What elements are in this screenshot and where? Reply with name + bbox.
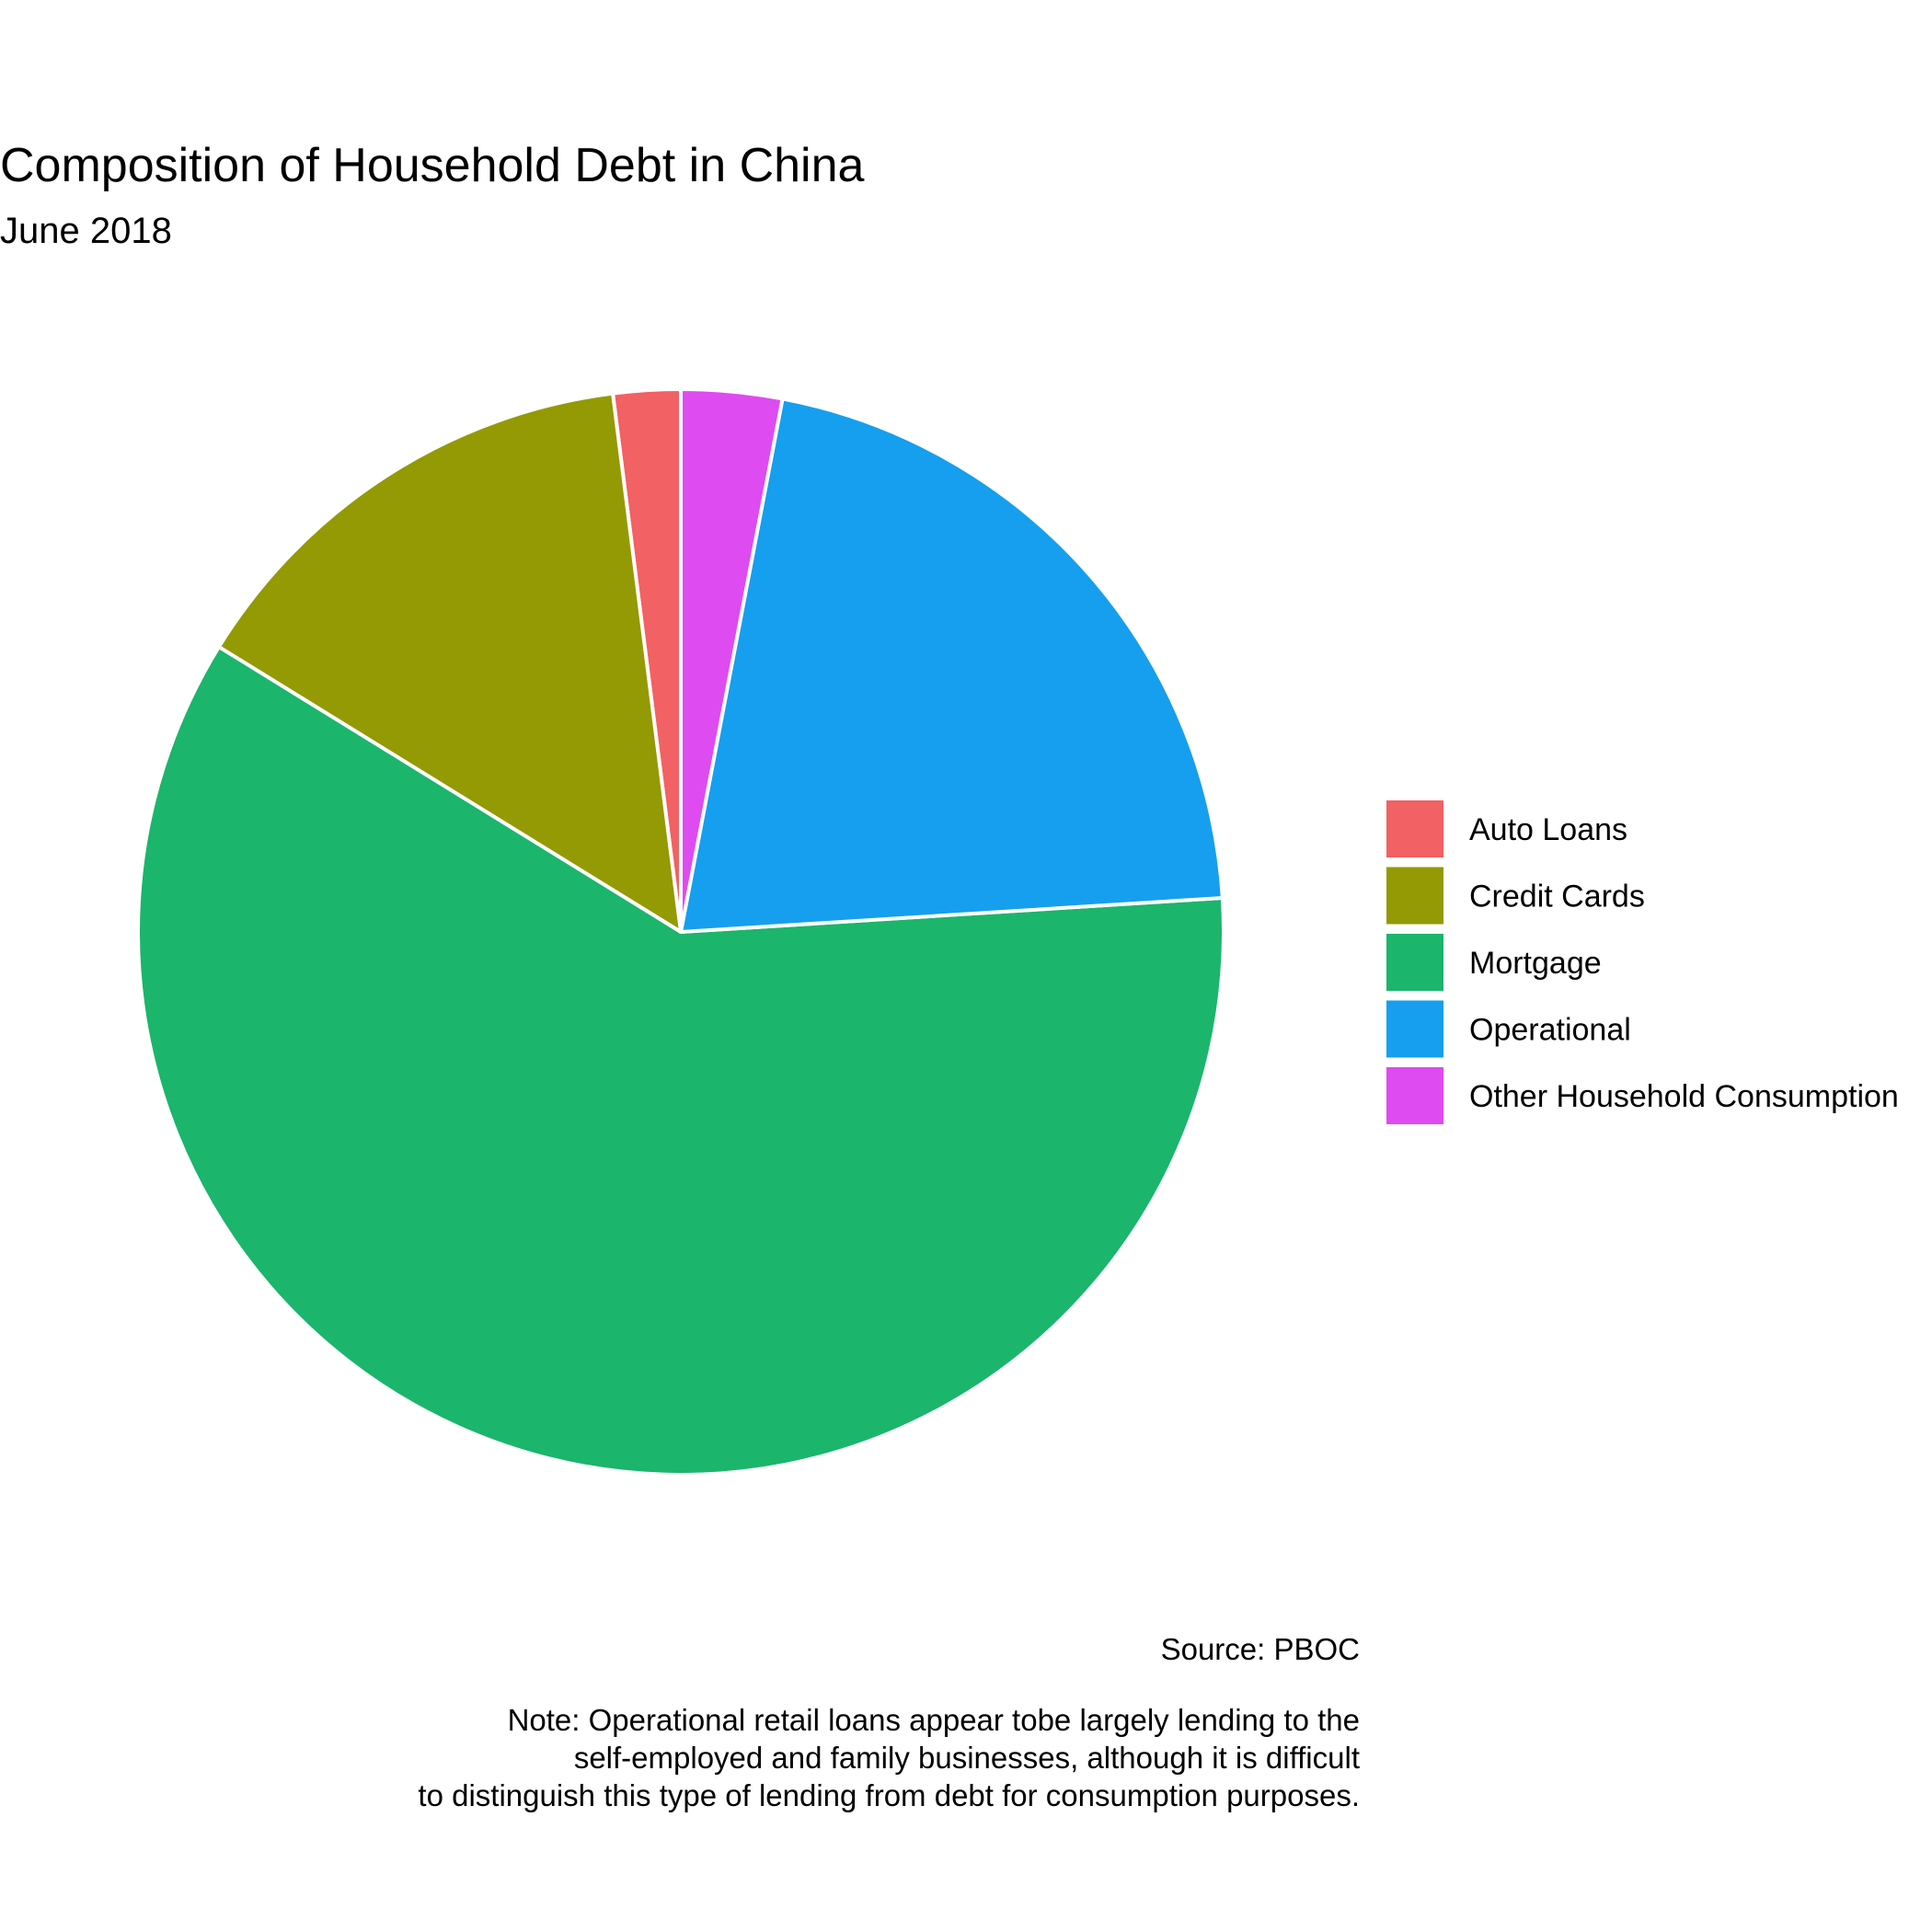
slice-other-household-consumption — [679, 387, 785, 934]
source-caption: Source: PBOC — [1161, 1632, 1360, 1666]
legend-key-other-household-consumption — [1386, 1067, 1443, 1124]
legend-label-mortgage: Mortgage — [1469, 946, 1602, 981]
chart-title: Composition of Household Debt in China — [0, 139, 865, 192]
legend-label-operational: Operational — [1469, 1013, 1631, 1048]
legend: Auto Loans Credit Cards Mortgage Operationa… — [1386, 800, 1899, 1124]
note-line-3: to distinguish this type of lending from… — [418, 1778, 1360, 1812]
legend-key-credit-cards — [1386, 867, 1443, 925]
legend-label-credit-cards: Credit Cards — [1469, 880, 1645, 914]
slice-operational — [679, 397, 1225, 934]
slice-credit-cards — [216, 391, 683, 934]
pie-slices — [136, 387, 1225, 1477]
note-line-2: self-employed and family businesses, alt… — [574, 1741, 1360, 1775]
legend-key-operational — [1386, 1000, 1443, 1058]
legend-label-other-household-consumption: Other Household Consumption — [1469, 1079, 1899, 1114]
legend-label-auto-loans: Auto Loans — [1469, 812, 1627, 847]
chart-subtitle: June 2018 — [0, 211, 172, 251]
legend-key-auto-loans — [1386, 800, 1443, 857]
note-line-1: Note: Operational retail loans appear to… — [508, 1703, 1360, 1737]
slice-mortgage — [136, 645, 1225, 1477]
legend-key-mortgage — [1386, 934, 1443, 991]
